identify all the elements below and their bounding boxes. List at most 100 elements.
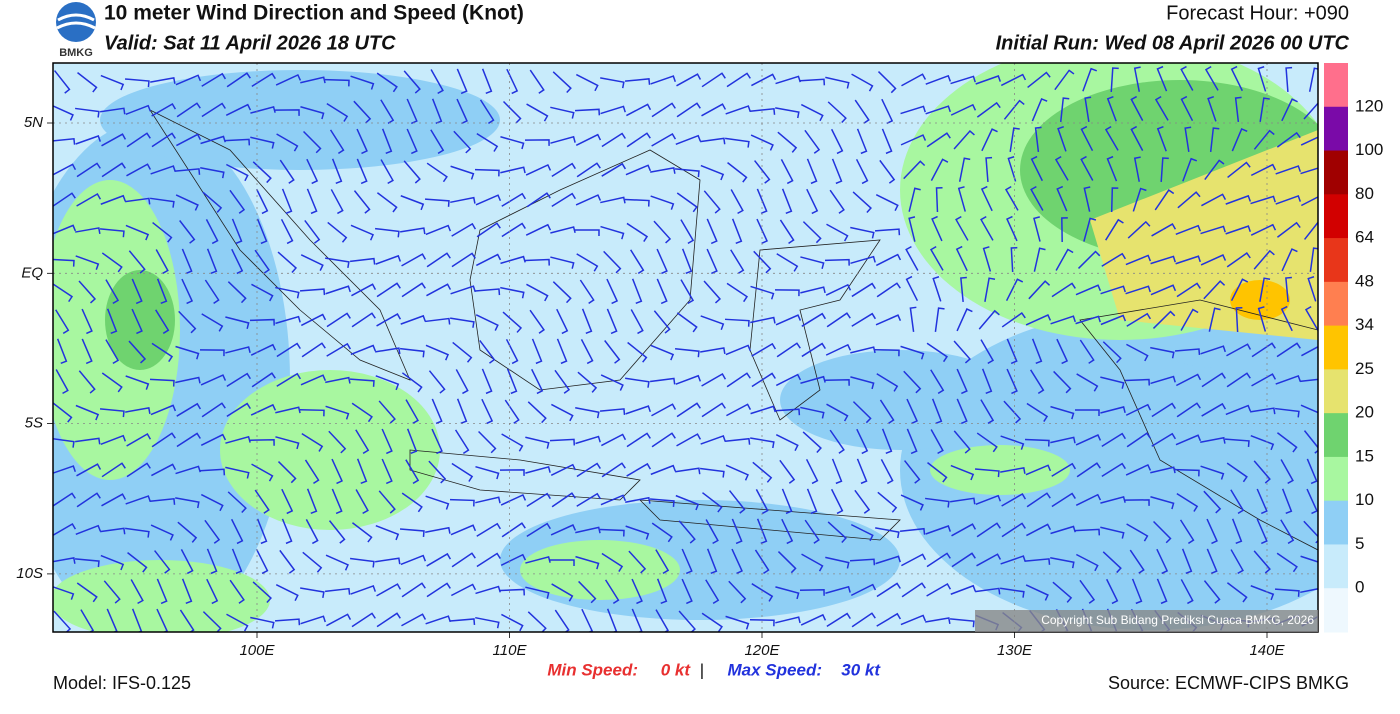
wind-barb	[875, 194, 899, 212]
colorbar-segment	[1324, 456, 1348, 502]
wind-barb	[1126, 312, 1152, 327]
wind-barb	[631, 608, 643, 632]
wind-barb	[251, 72, 276, 88]
wind-barb	[554, 609, 570, 632]
wind-barb	[1110, 67, 1119, 93]
wind-barb	[749, 107, 776, 115]
wind-barb	[481, 68, 493, 95]
wind-barb	[1005, 278, 1024, 302]
wind-barb	[254, 249, 270, 274]
wind-barb	[1077, 250, 1101, 269]
wind-barb	[854, 489, 871, 514]
wind-barb	[176, 432, 201, 448]
wind-barb	[179, 220, 196, 244]
wind-barb	[908, 187, 921, 212]
wind-barb	[326, 613, 352, 627]
wind-barb	[1259, 97, 1270, 122]
wind-barb	[956, 308, 973, 332]
wind-barb	[324, 587, 351, 595]
wind-barb	[934, 307, 945, 332]
wind-barb	[303, 130, 322, 154]
wind-barb	[880, 459, 894, 485]
wind-barb	[1206, 518, 1218, 545]
wind-barb	[1276, 432, 1298, 453]
wind-barb	[550, 524, 577, 536]
wind-barb	[105, 339, 120, 365]
wind-barb	[450, 524, 477, 536]
wind-barb	[1075, 493, 1102, 506]
wind-barb	[1180, 308, 1199, 331]
wind-barb	[1200, 465, 1225, 480]
wind-barb	[226, 613, 249, 632]
wind-barb	[202, 191, 223, 213]
wind-barb	[578, 580, 597, 604]
wind-barb	[355, 489, 369, 515]
wind-barb	[701, 72, 726, 88]
wind-barb	[935, 187, 943, 213]
wind-barb	[1079, 579, 1096, 604]
wind-barb	[749, 618, 775, 627]
wind-barb	[1000, 555, 1027, 565]
wind-barb	[1106, 95, 1117, 122]
wind-barb	[225, 163, 249, 182]
wind-barb	[1152, 310, 1176, 329]
wind-barb	[726, 72, 751, 88]
wind-barb	[754, 549, 770, 574]
wind-barb	[128, 340, 147, 364]
wind-barb	[127, 552, 148, 573]
wind-barb	[300, 374, 327, 386]
colorbar-label: 15	[1355, 446, 1374, 465]
wind-barb	[650, 464, 677, 476]
wind-barb	[955, 215, 969, 241]
wind-barb	[326, 312, 351, 328]
wind-barb	[675, 374, 702, 385]
wind-barb	[700, 347, 726, 355]
wind-barb	[1250, 163, 1277, 177]
wind-barb	[351, 312, 376, 328]
wind-barb	[101, 493, 127, 507]
wind-barb	[625, 405, 652, 415]
wind-barb	[903, 460, 921, 484]
wind-barb	[501, 613, 524, 632]
wind-barb	[881, 98, 894, 125]
wind-barb	[500, 493, 527, 506]
wind-barb	[53, 105, 74, 121]
wind-barb	[1285, 66, 1293, 93]
wind-barb	[456, 398, 468, 425]
wind-barb	[174, 168, 201, 175]
wind-barb	[877, 71, 897, 94]
wind-barb	[376, 72, 398, 93]
wind-barb	[701, 373, 727, 387]
lon-label: 100E	[239, 642, 275, 659]
wind-barb	[529, 309, 545, 334]
wind-barb	[1174, 348, 1201, 356]
wind-barb	[53, 192, 76, 208]
wind-barb	[931, 398, 943, 425]
wind-barb	[1131, 578, 1143, 605]
wind-barb	[953, 129, 975, 150]
colorbar-segment	[1324, 150, 1348, 195]
wind-barb	[455, 369, 469, 395]
wind-barb	[1075, 553, 1099, 572]
wind-barb	[299, 408, 325, 417]
wind-barb	[330, 189, 344, 215]
wind-barb	[352, 522, 373, 543]
wind-barb	[974, 468, 1000, 478]
wind-barb	[525, 436, 550, 449]
wind-barb	[326, 102, 349, 122]
wind-barb	[131, 608, 143, 632]
wind-barb	[850, 226, 875, 239]
wind-barb	[1226, 462, 1248, 483]
wind-barb	[930, 158, 949, 181]
wind-barb	[781, 488, 793, 515]
wind-barb	[325, 376, 351, 384]
wind-barb	[325, 257, 350, 268]
wind-barb	[580, 339, 594, 365]
wind-barb	[576, 492, 602, 507]
wind-barb	[1050, 436, 1076, 444]
wind-barb	[900, 345, 925, 360]
wind-barb	[55, 369, 69, 395]
wind-barb	[355, 429, 370, 455]
lon-label: 120E	[744, 642, 780, 659]
